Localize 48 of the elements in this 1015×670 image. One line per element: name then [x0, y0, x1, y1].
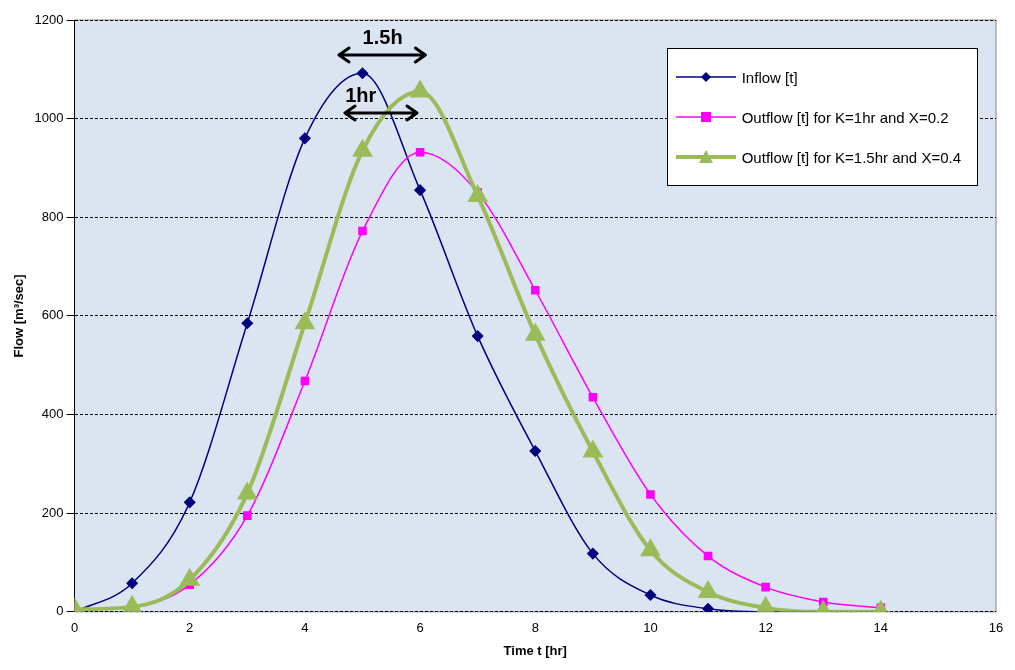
point [300, 376, 310, 386]
x-tick-label: 16 [988, 620, 1004, 636]
annotation: 1hr [345, 84, 377, 107]
legend-label: Outflow [t] for K=1hr and X=0.2 [741, 108, 949, 126]
point [699, 582, 717, 599]
y-tick-label: 600 [41, 307, 64, 323]
point [415, 147, 425, 157]
point [299, 132, 311, 145]
point [358, 226, 367, 236]
point [295, 313, 314, 330]
y-tick-label: 1200 [34, 11, 64, 27]
y-tick-label: 0 [56, 603, 64, 619]
point [646, 490, 655, 499]
x-tick-label: 8 [531, 620, 539, 636]
point [703, 551, 713, 561]
point [183, 496, 196, 509]
y-axis-title: Flow [m³/sec] [11, 274, 27, 358]
point [761, 582, 770, 592]
point [529, 445, 542, 457]
x-tick-label: 4 [301, 620, 309, 636]
point [587, 547, 599, 560]
point [126, 577, 138, 589]
x-tick-label: 6 [416, 620, 424, 636]
point [468, 186, 487, 203]
point [471, 330, 484, 342]
y-tick-label: 200 [41, 504, 64, 520]
point [702, 603, 714, 612]
x-tick-label: 2 [186, 620, 194, 636]
x-axis-title: Time t [hr] [503, 642, 567, 658]
point [588, 392, 598, 402]
point [238, 483, 257, 500]
x-tick-label: 12 [758, 620, 773, 636]
point [644, 589, 657, 601]
legend-label: Outflow [t] for K=1.5hr and X=0.4 [741, 148, 961, 166]
point [243, 511, 252, 520]
x-tick-label: 10 [643, 620, 658, 636]
x-tick-label: 0 [70, 620, 79, 636]
legend-label: Inflow [t] [741, 68, 798, 86]
y-tick-label: 1000 [34, 110, 64, 126]
point [530, 285, 540, 295]
x-tick-label: 14 [873, 620, 889, 636]
point [414, 184, 426, 196]
point [641, 540, 660, 557]
annotation: 1.5h [362, 26, 403, 49]
point [356, 67, 369, 80]
y-tick-label: 400 [41, 406, 64, 422]
point [241, 317, 254, 330]
y-tick-label: 800 [41, 208, 64, 224]
